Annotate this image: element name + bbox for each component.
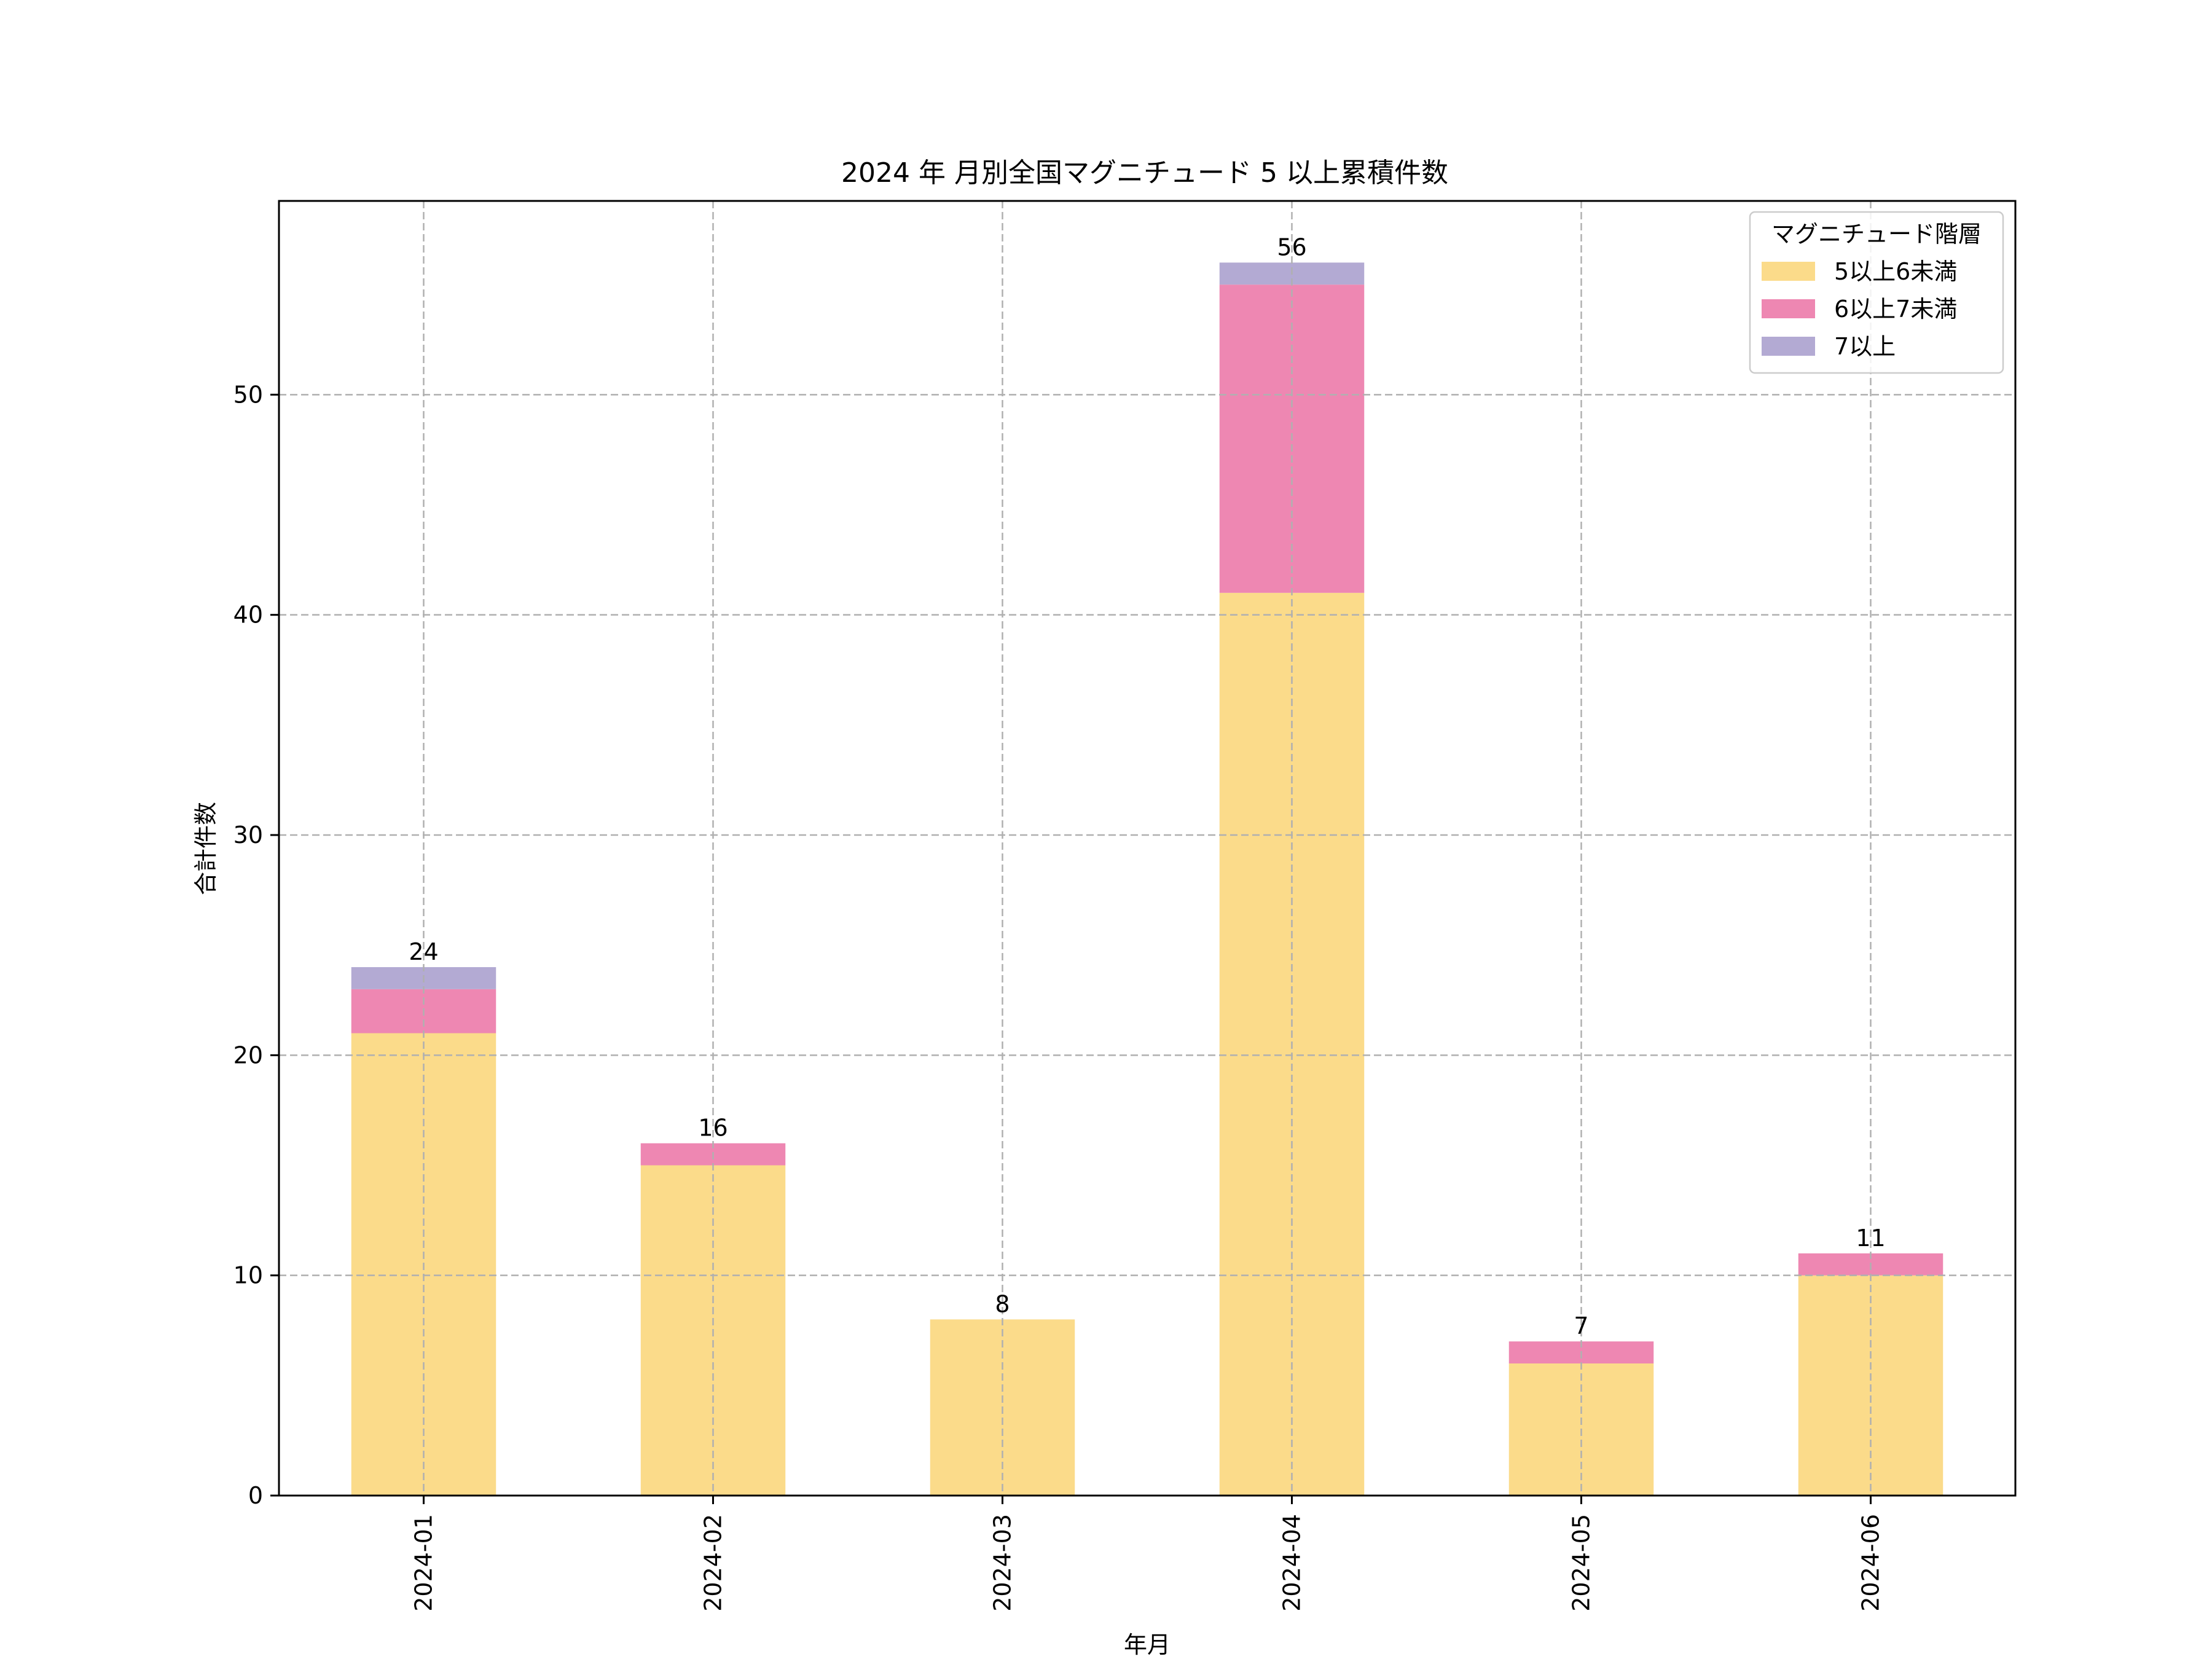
- chart-title: 2024 年 月別全国マグニチュード 5 以上累積件数: [841, 157, 1448, 189]
- y-axis-label: 合計件数: [192, 802, 219, 895]
- legend-box: [1749, 211, 2004, 374]
- bar-total-label: 11: [1856, 1225, 1885, 1252]
- x-axis: 2024-01 2024-02 2024-03 2024-04 2024-05 2024-…: [410, 1496, 1885, 1612]
- x-tick-label: 2024-03: [989, 1514, 1016, 1612]
- grid-layer: [279, 201, 2015, 1497]
- bar-total-label: 56: [1277, 233, 1306, 261]
- x-tick-label: 2024-06: [1857, 1514, 1885, 1612]
- bar-total-label: 16: [698, 1115, 728, 1142]
- x-axis-label: 年月: [1124, 1631, 1171, 1658]
- x-tick-label: 2024-04: [1279, 1514, 1306, 1612]
- plot-frame: [278, 200, 2017, 1497]
- x-tick-label: 2024-01: [410, 1514, 437, 1612]
- y-tick-label: 10: [233, 1262, 263, 1289]
- bar-total-label: 8: [995, 1290, 1010, 1317]
- y-tick-label: 40: [233, 602, 263, 629]
- y-tick-label: 0: [248, 1482, 263, 1509]
- bar-total-label: 7: [1574, 1312, 1588, 1339]
- x-tick-label: 2024-05: [1568, 1514, 1595, 1612]
- legend-label: 5以上6未満: [1834, 258, 1957, 285]
- legend-swatch: [1762, 262, 1815, 281]
- data-labels: 24 16 8 56 7 11: [409, 233, 1885, 1339]
- legend: マグニチュード階層 5以上6未満 6以上7未満 7以上: [1749, 211, 2004, 374]
- x-tick-label: 2024-02: [700, 1514, 727, 1612]
- legend-label: 6以上7未満: [1834, 296, 1957, 323]
- legend-label: 7以上: [1834, 333, 1896, 360]
- y-tick-label: 30: [233, 822, 263, 849]
- y-tick-label: 20: [233, 1041, 263, 1069]
- bar-total-label: 24: [409, 938, 438, 965]
- legend-swatch: [1762, 299, 1815, 318]
- legend-items: 5以上6未満 6以上7未満 7以上: [1762, 258, 1957, 360]
- legend-title: マグニチュード階層: [1771, 221, 1982, 248]
- y-axis: 0 10 20 30 40 50: [233, 381, 279, 1509]
- legend-swatch: [1762, 337, 1815, 356]
- bars-layer: [351, 262, 1943, 1496]
- y-tick-label: 50: [233, 381, 263, 408]
